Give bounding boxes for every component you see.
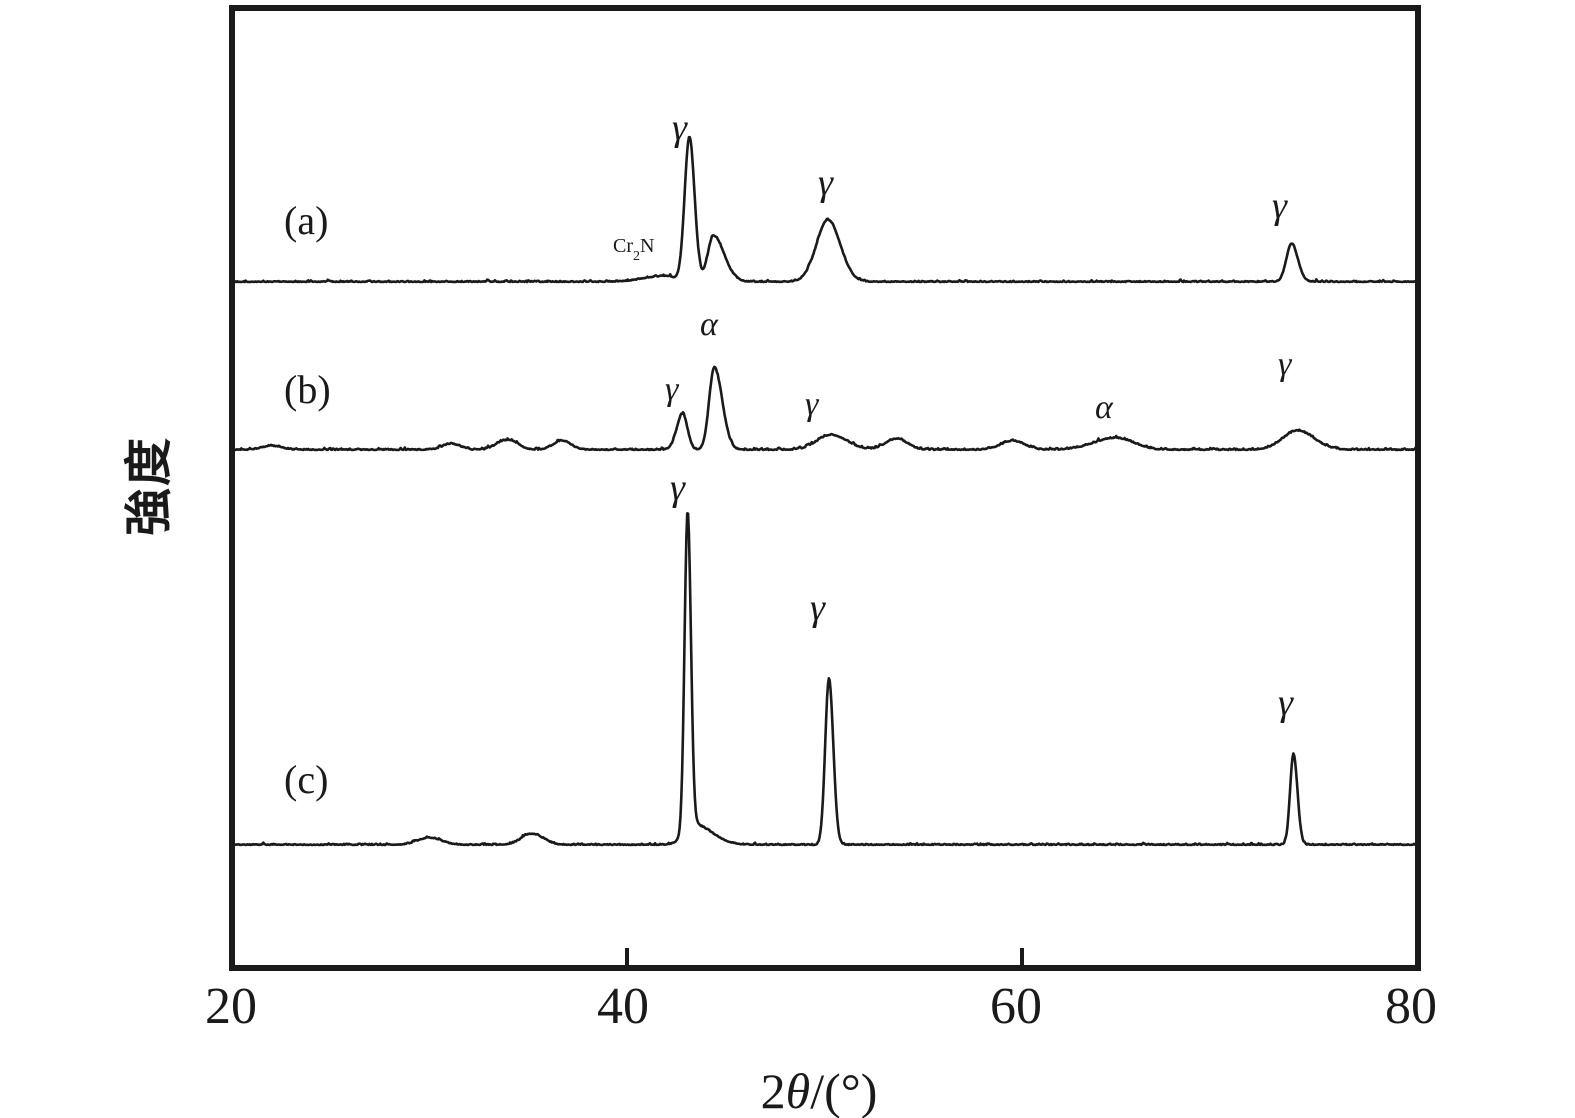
svg-text:γ: γ: [805, 386, 820, 423]
svg-text:2θ/(°): 2θ/(°): [761, 1063, 878, 1118]
svg-text:α: α: [1095, 389, 1114, 426]
svg-text:γ: γ: [1278, 346, 1293, 383]
svg-text:γ: γ: [672, 107, 688, 149]
svg-text:(a): (a): [284, 198, 328, 243]
svg-text:(b): (b): [284, 367, 331, 412]
svg-text:γ: γ: [1278, 682, 1294, 724]
svg-text:40: 40: [597, 978, 649, 1035]
svg-text:(c): (c): [284, 757, 328, 802]
svg-text:γ: γ: [1272, 185, 1288, 227]
svg-text:強度: 強度: [123, 436, 176, 536]
svg-text:Cr2N: Cr2N: [613, 235, 654, 264]
svg-text:γ: γ: [670, 467, 686, 509]
svg-text:60: 60: [990, 978, 1042, 1035]
svg-text:α: α: [700, 306, 719, 343]
svg-text:20: 20: [205, 978, 257, 1035]
svg-text:γ: γ: [810, 587, 826, 629]
svg-text:γ: γ: [818, 162, 834, 204]
svg-text:γ: γ: [665, 371, 680, 408]
svg-text:80: 80: [1385, 978, 1437, 1035]
